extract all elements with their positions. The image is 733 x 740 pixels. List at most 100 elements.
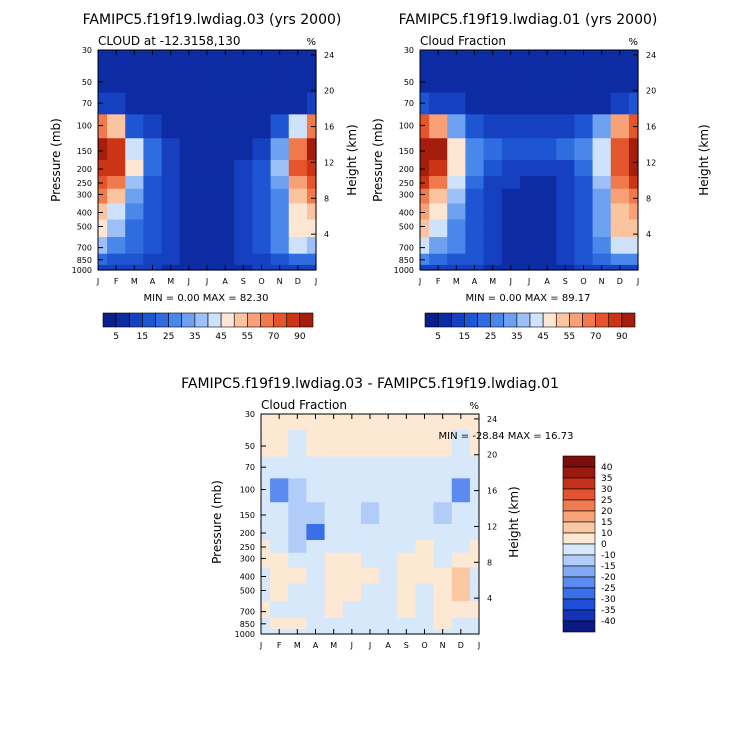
field-cell bbox=[107, 138, 126, 161]
field-cell bbox=[592, 114, 612, 139]
field-cell bbox=[483, 176, 503, 190]
field-cell bbox=[429, 188, 448, 205]
field-cell bbox=[261, 601, 271, 619]
field-cell bbox=[610, 138, 630, 161]
x-tick-label: A bbox=[222, 277, 228, 286]
field-cell bbox=[628, 160, 639, 177]
y2-tick-label: 20 bbox=[487, 451, 497, 460]
field-cell bbox=[261, 502, 271, 525]
chart-title: FAMIPC5.f19f19.lwdiag.03 (yrs 2000) bbox=[83, 12, 342, 28]
field-cell bbox=[360, 540, 380, 554]
field-cell bbox=[469, 502, 480, 525]
y2-tick-label: 8 bbox=[487, 558, 492, 567]
field-cell bbox=[306, 66, 317, 94]
field-cell bbox=[420, 237, 430, 255]
field-cell bbox=[379, 601, 398, 619]
field-cell bbox=[360, 456, 380, 479]
colorbar-swatch bbox=[562, 455, 596, 468]
field-cell bbox=[270, 540, 289, 554]
field-cell bbox=[98, 219, 108, 238]
field-cell bbox=[610, 237, 630, 255]
field-cell bbox=[107, 66, 126, 94]
field-cell bbox=[556, 203, 576, 221]
field-cell bbox=[592, 160, 612, 177]
chart-difference: J F M A M J J A S O N D J305070100150200250300400500… bbox=[181, 376, 616, 650]
field-cell bbox=[397, 567, 417, 585]
contour-field bbox=[261, 414, 480, 635]
y-tick-label: 200 bbox=[77, 165, 92, 174]
field-cell bbox=[465, 138, 485, 161]
x-tick-label: N bbox=[440, 641, 446, 650]
field-cell bbox=[420, 92, 430, 115]
colorbar-tick-label: 45 bbox=[537, 332, 548, 342]
field-cell bbox=[197, 160, 217, 177]
field-cell bbox=[306, 160, 317, 177]
y-tick-label: 250 bbox=[240, 543, 255, 552]
field-cell bbox=[483, 92, 503, 115]
field-cell bbox=[98, 138, 108, 161]
field-cell bbox=[592, 92, 612, 115]
field-cell bbox=[556, 92, 576, 115]
field-cell bbox=[342, 524, 362, 541]
field-cell bbox=[197, 92, 217, 115]
field-cell bbox=[288, 92, 308, 115]
y-tick-label: 700 bbox=[77, 244, 92, 253]
colorbar-tick-label: 55 bbox=[564, 332, 575, 342]
colorbar-swatch bbox=[273, 312, 288, 328]
y-axis-label: Pressure (mb) bbox=[210, 480, 224, 564]
field-cell bbox=[501, 188, 521, 205]
field-cell bbox=[234, 66, 254, 94]
field-cell bbox=[98, 92, 108, 115]
field-cell bbox=[429, 66, 448, 94]
x-tick-label: O bbox=[258, 277, 264, 286]
field-cell bbox=[306, 203, 317, 221]
field-cell bbox=[538, 176, 557, 190]
field-cell bbox=[252, 188, 272, 205]
field-cell bbox=[270, 203, 290, 221]
colorbar-swatch bbox=[260, 312, 274, 328]
x-tick-label: J bbox=[187, 277, 190, 286]
colorbar-swatch bbox=[562, 521, 596, 534]
field-cell bbox=[465, 176, 485, 190]
field-cell bbox=[179, 237, 199, 255]
field-cell bbox=[451, 414, 471, 431]
colorbar-swatch bbox=[207, 312, 222, 328]
field-cell bbox=[288, 456, 308, 479]
field-cell bbox=[161, 176, 181, 190]
field-cell bbox=[288, 219, 308, 238]
field-cell bbox=[433, 540, 453, 554]
field-cell bbox=[451, 583, 471, 602]
field-cell bbox=[360, 552, 380, 569]
colorbar-swatch bbox=[562, 510, 596, 523]
field-cell bbox=[252, 160, 272, 177]
y-tick-label: 30 bbox=[245, 410, 255, 419]
colorbar-swatch bbox=[562, 609, 596, 622]
field-cell bbox=[216, 203, 235, 221]
field-cell bbox=[306, 540, 326, 554]
field-cell bbox=[252, 92, 272, 115]
field-cell bbox=[420, 66, 430, 94]
colorbar-swatch bbox=[490, 312, 505, 328]
field-cell bbox=[288, 138, 308, 161]
field-cell bbox=[270, 430, 289, 458]
y-tick-label: 30 bbox=[404, 46, 414, 55]
x-tick-label: M bbox=[294, 641, 301, 650]
colorbar-swatch bbox=[233, 312, 248, 328]
field-cell bbox=[306, 138, 317, 161]
y-tick-label: 70 bbox=[404, 99, 414, 108]
field-cell bbox=[270, 567, 289, 585]
y-tick-label: 1000 bbox=[235, 630, 255, 639]
field-cell bbox=[342, 617, 362, 630]
field-cell bbox=[261, 567, 271, 585]
field-cell bbox=[538, 138, 557, 161]
y-tick-label: 30 bbox=[82, 46, 92, 55]
colorbar-tick-label: 40 bbox=[601, 463, 613, 473]
y-tick-label: 70 bbox=[245, 463, 255, 472]
field-cell bbox=[483, 114, 503, 139]
field-cell bbox=[397, 414, 417, 431]
field-cell bbox=[342, 502, 362, 525]
field-cell bbox=[161, 114, 181, 139]
field-cell bbox=[270, 601, 289, 619]
units-label: % bbox=[469, 401, 479, 412]
